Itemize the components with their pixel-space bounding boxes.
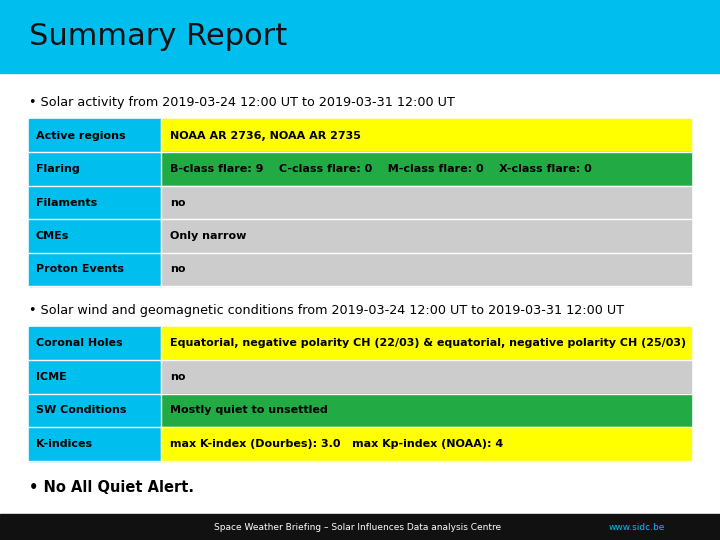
Bar [161, 394, 691, 427]
Bar [161, 253, 691, 286]
Text: Proton Events: Proton Events [36, 265, 124, 274]
Bar [161, 360, 691, 394]
Bar [0, 0, 720, 73]
Text: Summary Report: Summary Report [29, 22, 287, 51]
Text: Only narrow: Only narrow [170, 231, 246, 241]
Text: B-class flare: 9    C-class flare: 0    M-class flare: 0    X-class flare: 0: B-class flare: 9 C-class flare: 0 M-clas… [170, 164, 592, 174]
Text: no: no [170, 265, 186, 274]
Text: no: no [170, 198, 186, 207]
Bar [29, 253, 161, 286]
Text: max K-index (Dourbes): 3.0   max Kp-index (NOAA): 4: max K-index (Dourbes): 3.0 max Kp-index … [170, 439, 503, 449]
Text: Coronal Holes: Coronal Holes [36, 339, 122, 348]
Bar [29, 119, 161, 152]
Text: K-indices: K-indices [36, 439, 92, 449]
Text: SW Conditions: SW Conditions [36, 406, 127, 415]
Bar [29, 394, 161, 427]
Text: • No All Quiet Alert.: • No All Quiet Alert. [29, 480, 194, 495]
Text: Mostly quiet to unsettled: Mostly quiet to unsettled [170, 406, 328, 415]
Bar [0, 514, 720, 540]
Text: ICME: ICME [36, 372, 67, 382]
Text: CMEs: CMEs [36, 231, 69, 241]
Text: Active regions: Active regions [36, 131, 125, 140]
Bar [29, 427, 161, 461]
Text: • Solar activity from 2019-03-24 12:00 UT to 2019-03-31 12:00 UT: • Solar activity from 2019-03-24 12:00 U… [29, 96, 454, 109]
Bar [161, 186, 691, 219]
Text: Flaring: Flaring [36, 164, 80, 174]
Bar [29, 186, 161, 219]
Text: NOAA AR 2736, NOAA AR 2735: NOAA AR 2736, NOAA AR 2735 [170, 131, 361, 140]
Text: no: no [170, 372, 186, 382]
Text: Filaments: Filaments [36, 198, 97, 207]
Bar [29, 360, 161, 394]
Text: Equatorial, negative polarity CH (22/03) & equatorial, negative polarity CH (25/: Equatorial, negative polarity CH (22/03)… [170, 339, 686, 348]
Bar [161, 152, 691, 186]
Bar [161, 219, 691, 253]
Bar [29, 327, 161, 360]
Text: Space Weather Briefing – Solar Influences Data analysis Centre: Space Weather Briefing – Solar Influence… [214, 523, 506, 531]
Bar [29, 219, 161, 253]
Bar [161, 119, 691, 152]
Text: • Solar wind and geomagnetic conditions from 2019-03-24 12:00 UT to 2019-03-31 1: • Solar wind and geomagnetic conditions … [29, 304, 624, 317]
Bar [161, 327, 691, 360]
Bar [29, 152, 161, 186]
Text: www.sidc.be: www.sidc.be [608, 523, 665, 531]
Bar [161, 427, 691, 461]
